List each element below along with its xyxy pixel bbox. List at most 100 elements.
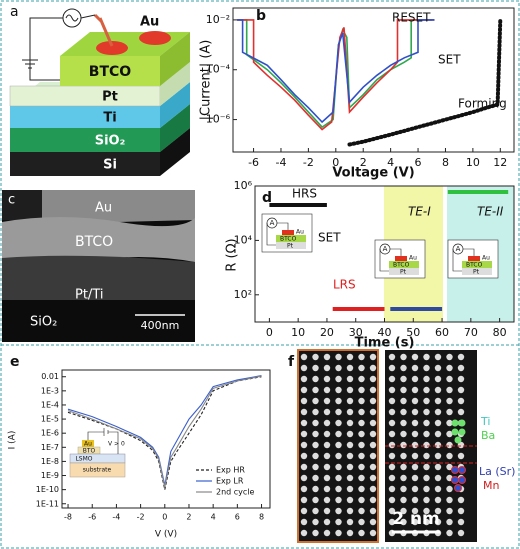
atom-dot [312, 430, 319, 438]
atom-la-mn [458, 466, 466, 474]
y-axis-label: R (Ω) [225, 238, 240, 271]
panel-letter: a [10, 4, 19, 20]
layer-label: SiO₂ [95, 134, 126, 149]
atom-dot [335, 463, 342, 471]
atom-dot [358, 353, 365, 361]
atom-dot [312, 529, 319, 537]
x-axis-label: Time (s) [355, 336, 415, 351]
atom-dot [323, 507, 331, 515]
atom-dot [369, 529, 377, 537]
wire [22, 14, 96, 81]
inset-label: BTO [83, 448, 96, 455]
x-tick-label: 10 [466, 156, 480, 169]
y-tick-label: 1E-8 [41, 457, 59, 466]
x-tick-label: -2 [137, 513, 145, 522]
atom-dot [411, 463, 419, 471]
atom-dot [335, 496, 342, 504]
y-tick-label: 10⁻⁴ [206, 63, 231, 76]
atom-dot [388, 419, 396, 427]
atom-dot [346, 397, 354, 405]
atom-dot [300, 408, 308, 416]
layer-sio2 [10, 128, 160, 152]
atom-dot [323, 463, 331, 471]
inset-label: Au [84, 441, 92, 448]
atom-dot [323, 452, 331, 460]
inset-au [82, 440, 94, 447]
atom-dot [400, 485, 407, 493]
atom-dot [312, 364, 319, 372]
layer-ti [10, 106, 160, 128]
probe [93, 13, 114, 47]
atom-dot [346, 419, 354, 427]
atom-dot [388, 408, 396, 416]
atom-dot [446, 529, 453, 537]
atom-dot [346, 485, 354, 493]
atom-dot [323, 485, 331, 493]
y-axis-label: |Current| (A) [199, 40, 214, 121]
x-tick-label: 8 [442, 156, 449, 169]
annotation: LRS [333, 278, 356, 292]
y-tick-label: 10⁻² [206, 13, 230, 26]
atom-dot [369, 463, 377, 471]
atom-dot [300, 397, 308, 405]
atom-dot [300, 496, 308, 504]
atom-dot [323, 397, 331, 405]
atom-dot [346, 364, 354, 372]
atom-dot [323, 408, 331, 416]
atom-dot [369, 364, 377, 372]
atom-dot [411, 364, 419, 372]
atom-dot [400, 386, 407, 394]
atom-dot [388, 496, 396, 504]
sem-label: SiO₂ [30, 315, 57, 330]
atom-ti-ba [458, 419, 466, 427]
atom-dot [423, 463, 430, 471]
atom-dot [434, 474, 442, 482]
atom-dot [423, 408, 430, 416]
atom-dot [411, 386, 419, 394]
x-tick-label: 50 [406, 326, 420, 339]
atom-dot [457, 529, 465, 537]
atom-dot [300, 463, 308, 471]
atom-dot [434, 518, 442, 526]
series-line [67, 375, 262, 488]
x-tick-label: 80 [493, 326, 507, 339]
layer-si [10, 152, 160, 176]
atom-dot [312, 375, 319, 383]
atom-dot [369, 441, 377, 449]
y-tick-label: 1E-5 [41, 415, 59, 424]
sem-label: Au [95, 201, 112, 216]
layer-pt [9, 85, 161, 107]
atom-dot [411, 353, 419, 361]
atom-dot [346, 386, 354, 394]
x-tick-label: 10 [291, 326, 305, 339]
atom-dot [358, 397, 365, 405]
atom-dot [323, 496, 331, 504]
atom-dot [346, 452, 354, 460]
y-tick-label: 10⁶ [234, 179, 253, 192]
x-tick-label: 0 [162, 513, 167, 522]
atom-dot [312, 507, 319, 515]
atom-dot [388, 375, 396, 383]
atom-dot [400, 496, 407, 504]
atom-dot [411, 452, 419, 460]
atom-dot [434, 441, 442, 449]
x-tick-label: 60 [435, 326, 449, 339]
atom-dot [434, 353, 442, 361]
atom-dot [312, 408, 319, 416]
atom-la-mn [458, 476, 466, 484]
atom-dot [335, 375, 342, 383]
atom-dot [388, 452, 396, 460]
series-line [237, 19, 435, 124]
inset-label: Au [482, 255, 490, 262]
layer-label: Ti [103, 111, 116, 126]
atom-dot [446, 463, 453, 471]
atom-dot [446, 408, 453, 416]
atom-dot [388, 518, 396, 526]
atom-dot [346, 375, 354, 383]
inset-wire [87, 428, 119, 454]
atom-dot [346, 408, 354, 416]
atom-label: Mn [483, 479, 499, 492]
atom-dot [358, 518, 365, 526]
x-tick-label: -6 [88, 513, 96, 522]
